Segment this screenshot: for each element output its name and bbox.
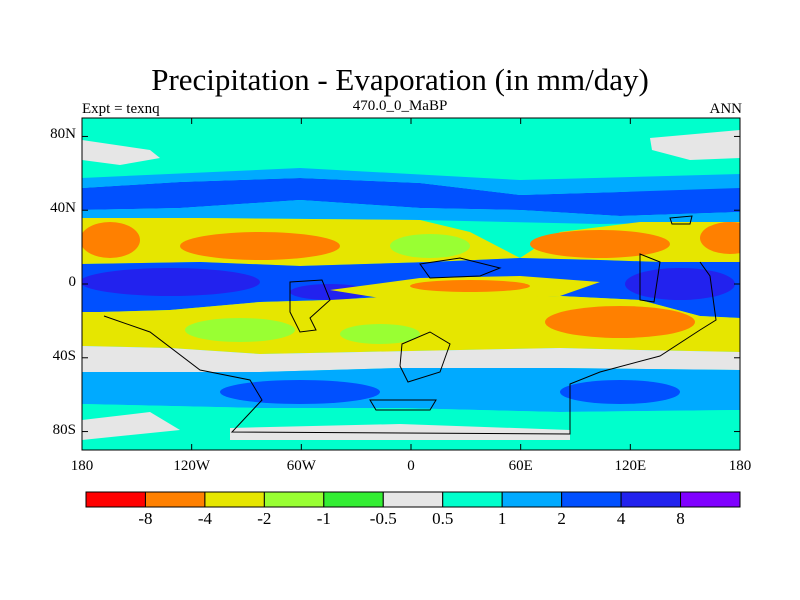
- storm-track-band: [82, 178, 740, 216]
- colorbar-swatch: [204, 491, 265, 508]
- colorbar-swatch: [263, 491, 325, 508]
- experiment-label: Expt = texnq: [82, 101, 160, 117]
- colorbar-swatch: [85, 491, 146, 508]
- colorbar-label: -1: [316, 509, 331, 528]
- dry-core: [700, 222, 740, 254]
- colorbar-swatch: [442, 491, 503, 508]
- colorbar-label: 2: [557, 509, 566, 528]
- x-tick-label: 0: [407, 458, 415, 474]
- dry-fringe: [340, 324, 420, 344]
- y-tick-label: 80N: [50, 126, 76, 143]
- colorbar-label: 1: [497, 509, 507, 528]
- x-tick-label: 60E: [508, 458, 533, 474]
- dry-fringe: [390, 234, 470, 258]
- dry-core: [82, 222, 140, 258]
- dry-core: [530, 230, 670, 258]
- season-label: ANN: [709, 101, 743, 117]
- arctic-dry-patch: [650, 130, 740, 160]
- storm-track-edge: [82, 168, 740, 195]
- x-tick-label: 180: [70, 458, 94, 474]
- y-tick-label: 80S: [52, 421, 76, 438]
- polar-dry-patch: [82, 412, 180, 440]
- polar-dry-patch: [230, 424, 570, 440]
- colorbar: [85, 491, 741, 508]
- dry-core: [180, 232, 340, 260]
- x-tick-label: 120W: [173, 458, 210, 474]
- coastline: [639, 253, 661, 303]
- colorbar-swatch: [561, 491, 622, 508]
- tick-marks: [81, 118, 741, 450]
- colorbar-swatch: [680, 491, 741, 508]
- colorbar-swatch: [620, 491, 682, 508]
- period-label: 470.0_0_MaBP: [352, 98, 448, 114]
- wet-core: [625, 268, 735, 300]
- y-tick-label: 40S: [52, 347, 76, 364]
- colorbar-swatch: [144, 491, 206, 508]
- colorbar-label: 8: [676, 509, 685, 528]
- dry-core: [410, 280, 530, 292]
- coastline: [419, 257, 502, 279]
- field-layer: [82, 118, 740, 450]
- colorbar-swatch: [382, 491, 444, 508]
- wet-core: [560, 380, 680, 404]
- chart-title: Precipitation - Evaporation (in mm/day): [151, 62, 649, 97]
- storm-track-edge: [82, 200, 740, 224]
- colorbar-label: -0.5: [369, 509, 397, 528]
- coastline: [103, 261, 717, 435]
- dry-core: [545, 306, 695, 338]
- colorbar-swatch: [323, 491, 384, 508]
- southern-dry-transition: [82, 346, 740, 372]
- colorbar-label: 4: [616, 509, 626, 528]
- x-tick-label: 180: [728, 458, 752, 474]
- colorbar-label: -8: [138, 509, 153, 528]
- colorbar-label: 0.5: [432, 509, 454, 528]
- wet-core: [220, 380, 380, 404]
- colorbar-label: -4: [197, 509, 212, 528]
- x-tick-label: 60W: [286, 458, 316, 474]
- colorbar-label: -2: [257, 509, 272, 528]
- x-tick-label: 120E: [614, 458, 647, 474]
- coastline: [399, 331, 451, 383]
- y-tick-label: 40N: [50, 200, 76, 217]
- arctic-dry-patch: [82, 140, 160, 165]
- coastline: [289, 279, 331, 333]
- y-tick-label: 0: [68, 274, 77, 290]
- dry-fringe: [185, 318, 295, 342]
- coastline: [669, 215, 693, 225]
- colorbar-swatch: [501, 491, 563, 508]
- wet-core: [82, 268, 260, 296]
- coastline: [369, 399, 437, 411]
